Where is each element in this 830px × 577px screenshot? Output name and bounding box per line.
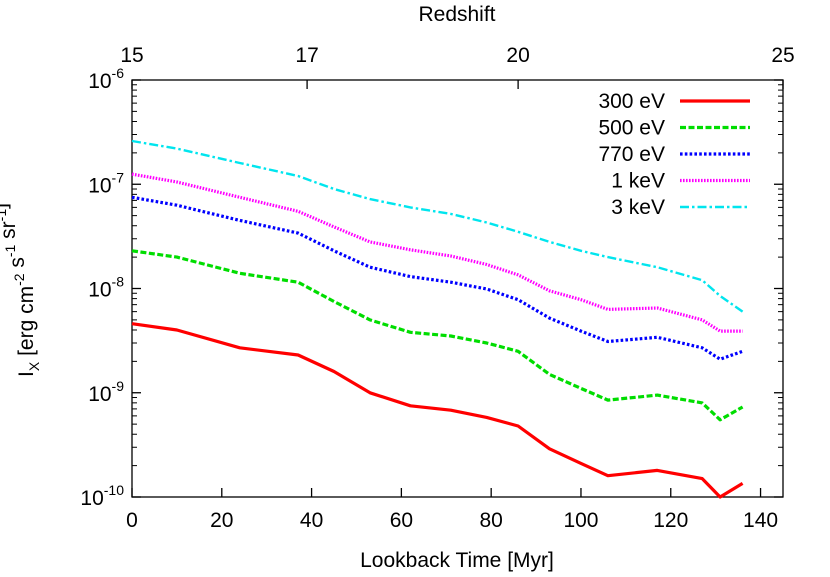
x-tick-label: 100 <box>563 509 598 532</box>
y-tick-label: 10-9 <box>88 378 124 406</box>
plot-frame <box>131 79 784 498</box>
top-tick-label: 20 <box>506 44 529 67</box>
series-line-500-ev <box>131 249 744 422</box>
top-tick-label: 17 <box>295 44 318 67</box>
y-tick-label: 10-10 <box>80 482 124 510</box>
series-line-3-kev <box>131 139 744 313</box>
legend-label: 1 keV <box>611 170 665 193</box>
legend-label: 500 eV <box>598 117 665 140</box>
y-tick-label: 10-6 <box>88 65 124 93</box>
x-axis-title: Lookback Time [Myr] <box>360 549 554 572</box>
y-tick-label: 10-8 <box>88 274 124 302</box>
y-axis-title: IX [erg cm-2 s-1 sr-1] <box>0 203 42 377</box>
series-layer <box>131 139 744 499</box>
plot-border <box>131 79 784 498</box>
x-tick-label: 80 <box>479 509 502 532</box>
x-tick-label: 140 <box>743 509 778 532</box>
legend-label: 300 eV <box>598 90 665 113</box>
legend: 300 eV 500 eV 770 eV 1 keV 3 keV <box>598 90 750 219</box>
x-tick-label: 0 <box>126 509 138 532</box>
tick-labels: 0 20 40 60 80 100 120 140 15 17 20 25 10-10 10-9 10-8 1… <box>80 44 794 532</box>
top-tick-label: 25 <box>771 44 794 67</box>
top-axis-title: Redshift <box>418 3 495 26</box>
series-line-770-ev <box>131 195 744 361</box>
x-tick-label: 120 <box>653 509 688 532</box>
y-tick-label: 10-7 <box>88 169 124 197</box>
x-tick-label: 40 <box>300 509 323 532</box>
axis-ticks <box>131 79 784 498</box>
x-tick-label: 60 <box>390 509 413 532</box>
top-tick-label: 15 <box>120 44 143 67</box>
x-tick-label: 20 <box>210 509 233 532</box>
series-line-1-kev <box>131 172 743 333</box>
legend-label: 770 eV <box>598 143 665 166</box>
legend-label: 3 keV <box>611 196 665 219</box>
series-line-300-ev <box>131 322 744 499</box>
